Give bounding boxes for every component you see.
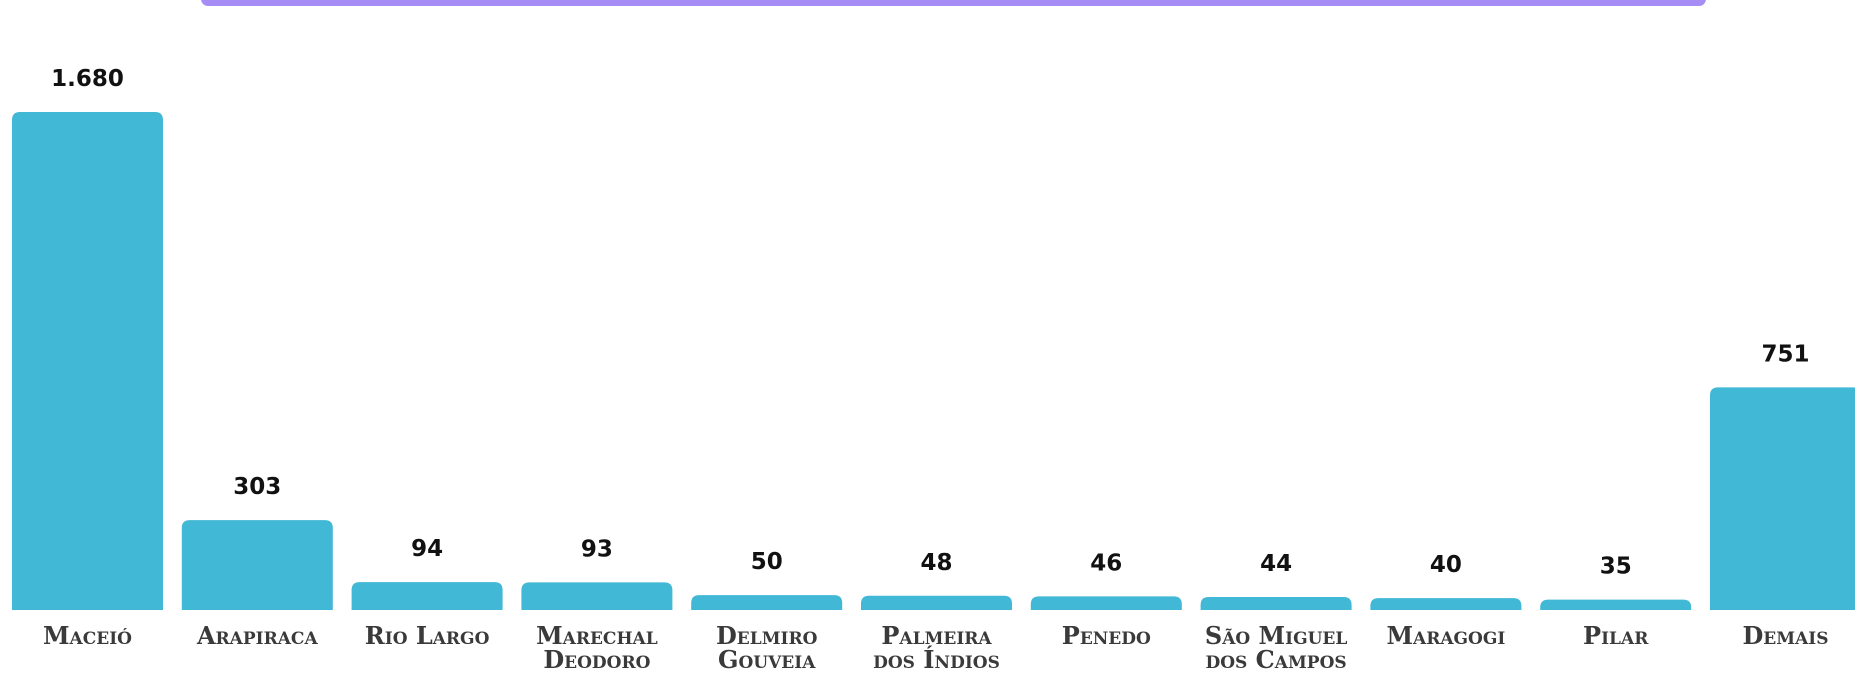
value-label: 94 <box>411 536 443 562</box>
category-label: Marechal Deodoro <box>536 621 658 674</box>
value-label: 1.680 <box>51 66 124 92</box>
value-label: 35 <box>1600 554 1632 580</box>
bar <box>181 520 333 610</box>
bar <box>1030 596 1182 610</box>
category-label: Maragogi <box>1386 621 1506 650</box>
category-label: Pilar <box>1583 621 1649 650</box>
value-label: 93 <box>581 536 613 562</box>
category-label: Palmeira dos Índios <box>873 621 1000 674</box>
bar <box>351 582 503 610</box>
value-label: 44 <box>1260 551 1292 577</box>
value-label: 40 <box>1430 552 1462 578</box>
category-label: Rio Largo <box>364 621 490 650</box>
value-label: 303 <box>233 474 281 500</box>
bar <box>1710 387 1855 610</box>
category-label: São Miguel dos Campos <box>1204 621 1348 674</box>
category-label: Penedo <box>1061 621 1151 650</box>
category-label: Arapiraca <box>196 621 318 650</box>
bar <box>691 595 843 610</box>
bar <box>12 112 163 610</box>
bar <box>1540 599 1692 610</box>
value-label: 751 <box>1761 341 1809 367</box>
bar <box>861 595 1012 610</box>
top-banner <box>201 0 1706 6</box>
category-label: Maceió <box>42 621 132 650</box>
value-label: 46 <box>1090 550 1122 576</box>
bar <box>1370 598 1522 610</box>
bar <box>521 582 673 610</box>
value-label: 50 <box>751 549 783 575</box>
bar <box>1200 596 1352 610</box>
category-label: Delmiro Gouveia <box>715 621 818 674</box>
value-label: 48 <box>920 550 952 576</box>
category-label: Demais <box>1742 621 1829 650</box>
